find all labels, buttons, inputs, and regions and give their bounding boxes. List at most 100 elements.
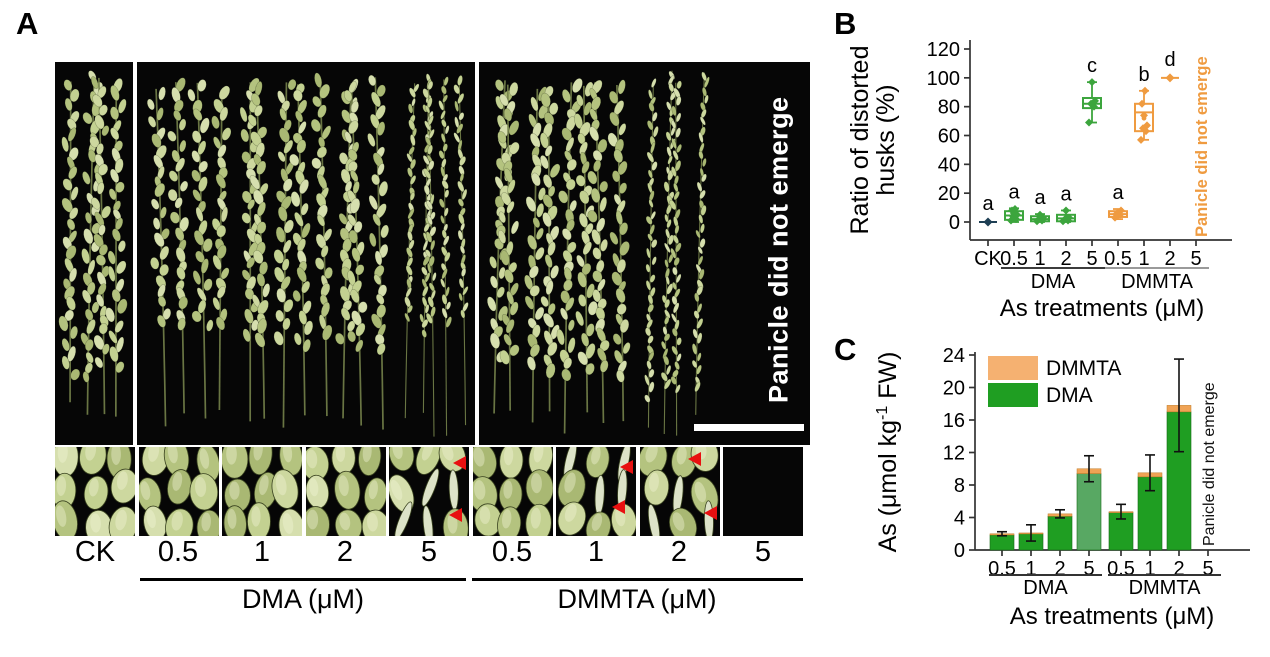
axes <box>964 40 1232 246</box>
treatment-label-dma-1: 1 <box>253 536 271 568</box>
c-ytick-label: 24 <box>943 345 965 367</box>
boxplot-dma-0-5 <box>1004 205 1024 225</box>
significance-letter: b <box>1138 64 1149 86</box>
photo-panicles-ck <box>55 62 133 445</box>
significance-letter: c <box>1087 55 1097 77</box>
bar-dmmta-2 <box>1166 358 1192 551</box>
c-xtick-label: 2 <box>1054 558 1065 580</box>
closeup-tile-8 <box>723 447 803 536</box>
boxplot-ck-CK <box>979 217 997 227</box>
c-ytick-label: 4 <box>954 508 965 530</box>
b-xtick-label: 0.5 <box>1000 248 1028 270</box>
boxplot-dma-1 <box>1030 210 1050 226</box>
bar-dmmta-0-5 <box>1108 503 1134 551</box>
panel-b-label: B <box>834 6 857 41</box>
red-arrowhead-icon <box>449 508 462 522</box>
treatment-label-dma-5: 5 <box>420 536 438 568</box>
treatment-label-dma-0-5: 0.5 <box>157 536 199 568</box>
bar-dma-2 <box>1047 508 1073 551</box>
closeup-husk-art <box>222 447 302 536</box>
closeup-tile-5 <box>472 447 553 536</box>
b-xtick-label: CK <box>974 248 1002 270</box>
closeup-tile-2 <box>222 447 302 536</box>
c-xtick-label: 0.5 <box>988 558 1016 580</box>
c-group-label: DMMTA <box>1129 577 1201 599</box>
b-yaxis-title-line1: Ratio of distorted <box>846 46 874 235</box>
closeup-husk-art <box>389 447 469 536</box>
closeup-husk-art <box>138 447 219 536</box>
c-ytick-label: 16 <box>943 410 965 432</box>
b-xtick-label: 5 <box>1190 248 1201 270</box>
significance-letter: a <box>1060 183 1072 205</box>
c-no-emergence-text: Panicle did not emerge <box>1201 382 1218 546</box>
b-ytick-label: 60 <box>938 126 960 148</box>
b-ytick-label: 120 <box>927 39 960 61</box>
bar-dma-1 <box>1018 524 1044 551</box>
panicle-photo-art <box>487 70 710 436</box>
closeup-tile-1 <box>138 447 219 536</box>
b-xtick-label: 2 <box>1060 248 1071 270</box>
panel-a-no-emergence-text: Panicle did not emerge <box>763 96 794 404</box>
boxplot-dmmta-2 <box>1161 73 1179 83</box>
legend-swatch-dma <box>988 383 1038 407</box>
significance-letter: a <box>982 193 994 215</box>
b-yaxis-title-line2: husks (%) <box>872 84 900 195</box>
boxplot-dmmta-1 <box>1134 86 1154 144</box>
boxplot-dma-2 <box>1056 206 1076 226</box>
dma-group-label: DMA (μM) <box>241 584 365 614</box>
treatment-label-dmmta-0-5: 0.5 <box>491 536 533 568</box>
closeup-husk-art <box>472 447 553 536</box>
significance-letter: a <box>1112 182 1124 204</box>
dma-group-underline <box>140 578 466 581</box>
c-ytick-label: 20 <box>943 378 965 400</box>
closeup-husk-art <box>55 447 135 536</box>
b-xtick-label: 5 <box>1086 248 1097 270</box>
closeup-tile-6 <box>556 447 636 536</box>
closeup-husk-art <box>305 447 386 536</box>
scale-bar <box>694 424 804 431</box>
b-ytick-label: 80 <box>938 97 960 119</box>
b-no-emergence-text: Panicle did not emerge <box>1193 56 1211 237</box>
c-legend: DMMTA DMA <box>988 356 1121 407</box>
c-group-label: DMA <box>1023 577 1068 599</box>
b-xaxis-title: As treatments (μM) <box>1000 295 1205 322</box>
c-xtick-label: 5 <box>1202 558 1213 580</box>
c-ytick-label: 8 <box>954 475 965 497</box>
c-xtick-label: 1 <box>1144 558 1155 580</box>
b-xtick-label: 0.5 <box>1104 248 1132 270</box>
bar-dma-0-5 <box>989 530 1015 551</box>
dmmta-group-label: DMMTA (μM) <box>557 584 717 614</box>
red-arrowhead-icon <box>620 460 633 474</box>
significance-letter: a <box>1034 187 1046 209</box>
panel-a-label: A <box>16 6 39 41</box>
treatment-label-dmmta-2: 2 <box>670 536 688 568</box>
b-group-label: DMMTA <box>1121 271 1193 293</box>
treatment-label-dmmta-5: 5 <box>754 536 772 568</box>
panel-c-label: C <box>834 332 857 367</box>
c-xaxis-title: As treatments (μM) <box>1010 603 1215 630</box>
boxplot-dma-5 <box>1082 78 1102 127</box>
b-xtick-label: 2 <box>1164 248 1175 270</box>
legend-label-dma: DMA <box>1046 384 1093 407</box>
closeup-husk-art <box>557 447 636 536</box>
significance-letter: d <box>1164 49 1175 71</box>
b-ytick-label: 20 <box>938 183 960 205</box>
panicle-photo-art <box>146 72 469 437</box>
b-ytick-label: 40 <box>938 154 960 176</box>
c-xtick-label: 2 <box>1173 558 1184 580</box>
b-xtick-label: 1 <box>1138 248 1149 270</box>
c-yaxis-title: As (μmol kg-1 FW) <box>874 352 902 553</box>
dmmta-group-underline <box>472 578 803 581</box>
red-arrowhead-icon <box>687 452 701 466</box>
bar-dmmta-1 <box>1137 454 1163 551</box>
b-group-label: DMA <box>1031 271 1076 293</box>
b-ytick-label: 100 <box>927 68 960 90</box>
closeup-tile-7 <box>639 447 720 536</box>
red-arrowhead-icon <box>453 456 466 470</box>
c-ytick-label: 0 <box>954 540 965 562</box>
legend-label-dmmta: DMMTA <box>1046 357 1121 380</box>
c-xtick-label: 5 <box>1083 558 1094 580</box>
